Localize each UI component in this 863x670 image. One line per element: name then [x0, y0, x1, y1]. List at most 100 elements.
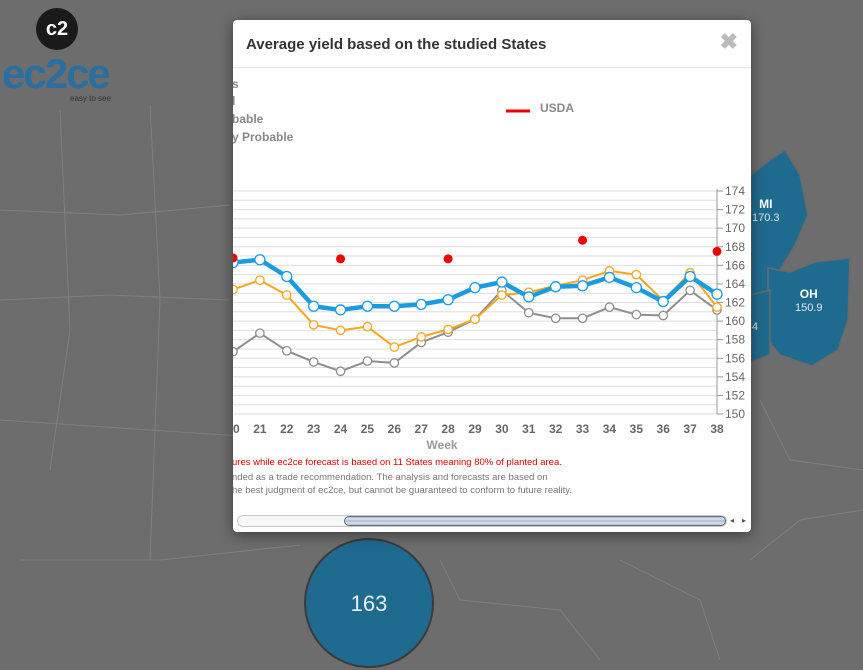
most-probable-series-point [630, 281, 642, 294]
x-axis-title: Week [426, 438, 457, 452]
lower-series-point [577, 313, 588, 324]
x-tick-label: 33 [576, 422, 590, 436]
usda-point [578, 235, 588, 245]
lower-series-point [362, 356, 373, 366]
upper-series-point [281, 290, 292, 300]
upper-series-point [712, 302, 722, 312]
upper-series-point [335, 325, 346, 336]
upper-series-point [443, 324, 453, 335]
upper-series-point [416, 332, 427, 342]
close-icon[interactable]: ✖ [719, 29, 738, 54]
lower-series-point [658, 310, 669, 321]
total-yield-bubble[interactable]: 163 [304, 538, 434, 668]
most-probable-series-point [308, 300, 320, 312]
scroll-right-icon[interactable]: ▸ [741, 516, 746, 525]
x-tick-label: 27 [415, 422, 429, 436]
usda-point [336, 254, 346, 264]
state-value: 150.9 [795, 302, 823, 314]
x-tick-label: 20 [233, 422, 240, 436]
x-tick-label: 26 [388, 422, 402, 436]
most-probable-series-point [576, 280, 589, 292]
most-probable-series-point [442, 294, 454, 306]
upper-series-point [233, 284, 238, 295]
most-probable-series-point [281, 270, 293, 283]
legend-usda-label: USDA [540, 101, 574, 115]
legend-item-label: bable [233, 112, 264, 126]
lower-series-point [281, 345, 292, 356]
lower-series-point [389, 358, 400, 368]
most-probable-series-point [334, 304, 347, 316]
upper-series-point [255, 275, 265, 286]
state-value: 170.3 [752, 212, 780, 224]
upper-series-point [497, 290, 507, 300]
upper-series-point [389, 342, 400, 352]
lower-series-point [631, 309, 642, 320]
x-tick-label: 30 [495, 422, 509, 436]
usda-point [233, 253, 238, 263]
lower-series-point [308, 357, 319, 367]
most-probable-series-point [415, 298, 427, 311]
x-tick-label: 23 [307, 422, 321, 436]
state-label-oh[interactable]: OH 150.9 [795, 287, 823, 315]
x-tick-label: 28 [441, 422, 455, 436]
x-tick-label: 36 [657, 422, 671, 436]
x-tick-label: 24 [334, 422, 348, 436]
legend-item-label: l [233, 94, 235, 108]
usda-point [443, 254, 453, 264]
state-label-mi[interactable]: MI 170.3 [752, 197, 780, 225]
x-tick-label: 31 [522, 422, 536, 436]
scroll-left-icon[interactable]: ◂ [729, 516, 734, 525]
x-tick-label: 38 [710, 422, 724, 436]
x-tick-label: 37 [683, 422, 697, 436]
y-tick-label: 156 [725, 351, 745, 365]
most-probable-series-point [603, 271, 616, 284]
state-label-partial[interactable]: 4 [752, 320, 758, 334]
y-tick-label: 174 [725, 184, 745, 198]
x-tick-label: 21 [253, 422, 267, 436]
y-tick-label: 170 [725, 221, 745, 235]
most-probable-series-point [388, 300, 400, 312]
lower-series-point [550, 313, 561, 324]
usda-point [712, 246, 722, 256]
chart-note-red: ures while ec2ce forecast is based on 11… [233, 457, 562, 468]
most-probable-series-point [254, 254, 266, 266]
most-probable-series-point [523, 291, 535, 303]
upper-series-point [470, 314, 480, 325]
scrollbar-thumb[interactable] [344, 516, 726, 526]
x-tick-label: 22 [280, 422, 294, 436]
chart-viewport[interactable]: s l bable y Probable USDA 150 152 154 156 158 160 1… [233, 69, 751, 509]
y-tick-label: 150 [725, 407, 745, 421]
most-probable-series-point [550, 281, 562, 293]
lower-series-point [335, 366, 346, 377]
upper-series-point [308, 319, 319, 330]
x-tick-label: 34 [603, 422, 617, 436]
y-tick-label: 160 [725, 314, 745, 328]
horizontal-scrollbar[interactable]: ◂ ▸ [237, 514, 749, 528]
most-probable-series-point [361, 300, 374, 312]
ec2ce-logo: c2 ec2ce easy to see [0, 4, 120, 104]
most-probable-series-point [496, 276, 508, 288]
y-tick-label: 168 [725, 240, 745, 254]
state-code: MI [759, 197, 773, 211]
chart-note: he best judgment of ec2ce, but cannot be… [233, 485, 572, 496]
y-tick-label: 154 [725, 370, 745, 384]
x-tick-label: 25 [361, 422, 375, 436]
legend-item-label: s [233, 77, 239, 91]
yield-chart: sl bable y Probable USDA 150 152 154 156 158 160 1… [233, 77, 745, 496]
state-code: OH [799, 287, 818, 301]
lower-series-point [523, 307, 534, 318]
x-tick-label: 29 [468, 422, 482, 436]
logo-tagline: easy to see [70, 94, 111, 103]
modal-header: Average yield based on the studied State… [233, 20, 751, 68]
most-probable-series-point [469, 281, 481, 294]
lower-series-point [255, 328, 265, 339]
yield-modal: Average yield based on the studied State… [233, 20, 751, 532]
y-tick-label: 158 [725, 333, 745, 347]
y-tick-label: 164 [725, 277, 745, 291]
logo-wordmark: ec2ce [2, 50, 111, 97]
chart-note: nded as a trade recommendation. The anal… [233, 472, 548, 483]
y-tick-label: 152 [725, 388, 745, 402]
x-tick-label: 32 [549, 422, 563, 436]
y-tick-label: 172 [725, 203, 745, 217]
y-tick-label: 162 [725, 296, 745, 310]
